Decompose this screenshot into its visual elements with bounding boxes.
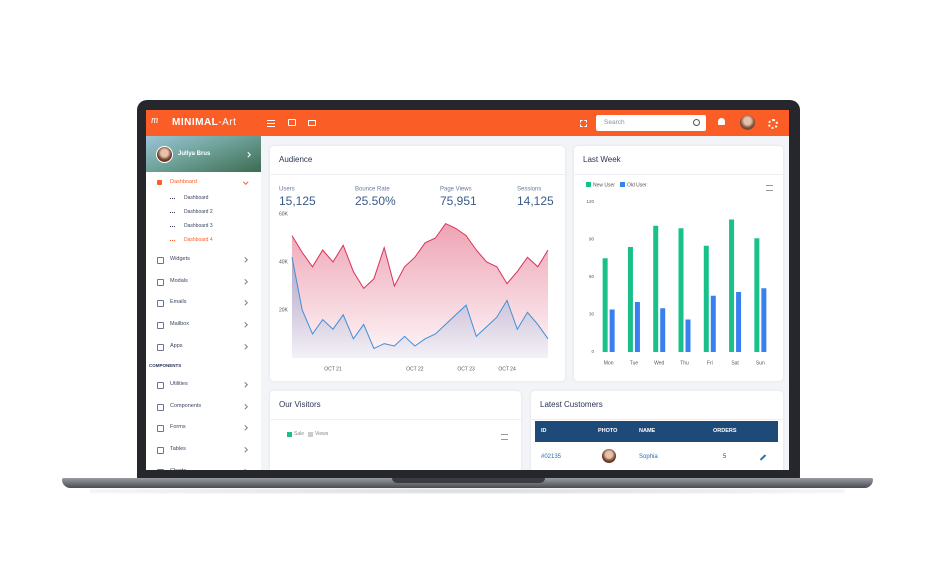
menu-icon — [157, 322, 164, 330]
divider — [531, 419, 783, 420]
search-icon — [693, 119, 700, 126]
menu-item[interactable]: Emails — [170, 299, 187, 306]
legend-swatch — [308, 432, 313, 437]
menu-icon — [157, 425, 164, 433]
bell-icon[interactable] — [718, 118, 725, 125]
sidebar — [146, 136, 261, 470]
settings-icon[interactable] — [768, 119, 778, 129]
table-header — [535, 421, 778, 442]
avatar[interactable] — [740, 115, 755, 130]
menu-icon — [157, 278, 164, 286]
screen: m MINIMAL-Art Search Jullya Brus Audienc… — [146, 110, 789, 470]
profile-avatar — [156, 146, 173, 163]
submenu-dash — [170, 212, 175, 214]
submenu-item[interactable]: Dashboard — [184, 195, 209, 201]
column-header: NAME — [639, 428, 656, 434]
menu-icon — [157, 382, 164, 389]
section-label: COMPONENTS — [149, 363, 182, 368]
column-header: ID — [541, 428, 547, 434]
card-title: Latest Customers — [540, 400, 603, 409]
logo-suffix: -Art — [218, 117, 237, 128]
logo[interactable]: MINIMAL-Art — [172, 117, 236, 128]
visitors-card: Our Visitors Sale Views — [270, 391, 521, 470]
divider — [270, 419, 521, 420]
laptop-shadow — [90, 488, 845, 494]
card-title: Our Visitors — [279, 400, 321, 409]
audience-card: Audience — [270, 146, 565, 381]
submenu-dash — [170, 240, 175, 242]
menu-toggle[interactable] — [267, 120, 275, 127]
profile-name[interactable]: Jullya Brus — [178, 151, 211, 157]
menu-icon — [157, 403, 164, 411]
menu-icon — [157, 257, 164, 264]
last-week-card: Last Week — [574, 146, 783, 381]
column-header: ORDERS — [713, 428, 737, 434]
search-placeholder: Search — [604, 119, 625, 126]
logo-text: MINIMAL — [172, 117, 219, 128]
logo-mark: m — [151, 115, 159, 126]
divider — [270, 174, 565, 175]
edit-icon[interactable] — [759, 454, 767, 461]
customer-name: Sophia — [639, 454, 658, 460]
chart-menu[interactable] — [766, 185, 773, 191]
customers-card: Latest Customers ID PHOTO NAME ORDERS #0… — [531, 391, 783, 470]
menu-item[interactable]: Mailbox — [170, 321, 189, 328]
menu-item[interactable]: Widgets — [170, 256, 190, 262]
customer-id[interactable]: #02135 — [541, 454, 562, 460]
menu-icon — [157, 300, 164, 308]
customer-photo — [602, 449, 616, 463]
submenu-item[interactable]: Dashboard 3 — [184, 223, 213, 229]
menu-item[interactable]: Utilities — [170, 381, 188, 387]
menu-icon — [157, 343, 164, 351]
column-header: PHOTO — [598, 428, 618, 434]
menu-item[interactable]: Tables — [170, 446, 186, 453]
chart-menu[interactable] — [501, 434, 508, 440]
menu-item[interactable]: Apps — [170, 342, 183, 349]
menu-icon — [157, 468, 164, 470]
legend-label: Views — [315, 431, 329, 437]
mail-icon[interactable] — [308, 120, 316, 126]
card-title: Audience — [279, 155, 313, 164]
menu-item[interactable]: Modals — [170, 277, 188, 284]
menu-icon — [157, 180, 162, 185]
submenu-dash — [170, 198, 175, 200]
menu-icon — [157, 447, 164, 455]
laptop-notch — [392, 478, 545, 483]
legend-label: Sale — [294, 431, 305, 437]
search-box[interactable]: Search — [596, 115, 706, 131]
legend-swatch — [287, 432, 292, 437]
fullscreen-icon[interactable] — [580, 120, 587, 127]
card-title: Last Week — [583, 155, 621, 164]
divider — [574, 174, 783, 175]
chat-icon[interactable] — [288, 119, 296, 126]
menu-item[interactable]: Components — [170, 402, 202, 409]
submenu-dash — [170, 226, 175, 228]
laptop-base — [62, 478, 873, 488]
menu-item[interactable]: Forms — [170, 424, 186, 431]
submenu-item[interactable]: Dashboard 4 — [184, 237, 213, 243]
menu-item[interactable]: Charts — [170, 468, 186, 470]
submenu-item[interactable]: Dashboard 2 — [184, 209, 213, 215]
menu-item[interactable]: Dashboard — [170, 179, 197, 185]
customer-orders: 5 — [723, 454, 727, 460]
